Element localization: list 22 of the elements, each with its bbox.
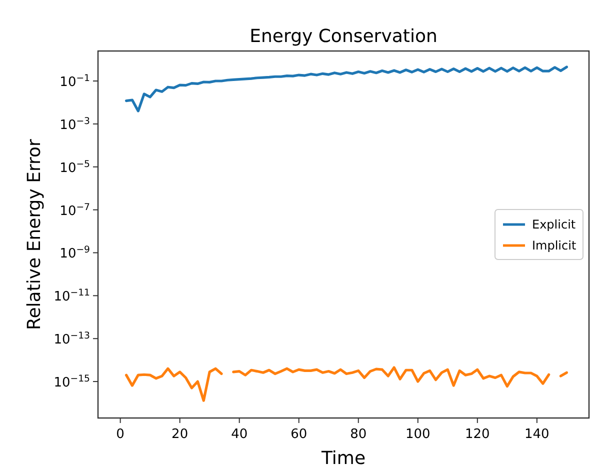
x-tick-label: 20 — [172, 427, 188, 442]
y-tick-label: 10$^{−3}$ — [60, 115, 90, 133]
x-tick-label: 0 — [116, 427, 124, 442]
x-tick-label: 80 — [350, 427, 367, 442]
y-tick-label: 10$^{−1}$ — [60, 72, 90, 90]
y-tick-label: 10$^{−7}$ — [60, 201, 90, 219]
x-tick-label: 100 — [405, 427, 430, 442]
y-tick-label: 10$^{−11}$ — [54, 287, 90, 305]
chart-title: Energy Conservation — [250, 26, 438, 47]
legend-label: Implicit — [532, 238, 576, 252]
x-tick-label: 40 — [231, 427, 248, 442]
x-tick-label: 120 — [464, 427, 490, 442]
x-tick-label: 140 — [524, 427, 550, 442]
y-tick-label: 10$^{−13}$ — [54, 330, 90, 348]
x-axis-title: Time — [320, 448, 366, 469]
y-axis-title: Relative Energy Error — [24, 138, 45, 330]
y-tick-label: 10$^{−15}$ — [54, 373, 90, 391]
y-tick-label: 10$^{−5}$ — [60, 158, 90, 176]
y-tick-label: 10$^{−9}$ — [60, 244, 90, 262]
legend-label: Explicit — [532, 218, 576, 232]
x-tick-label: 60 — [290, 427, 308, 442]
line-series — [124, 66, 568, 112]
